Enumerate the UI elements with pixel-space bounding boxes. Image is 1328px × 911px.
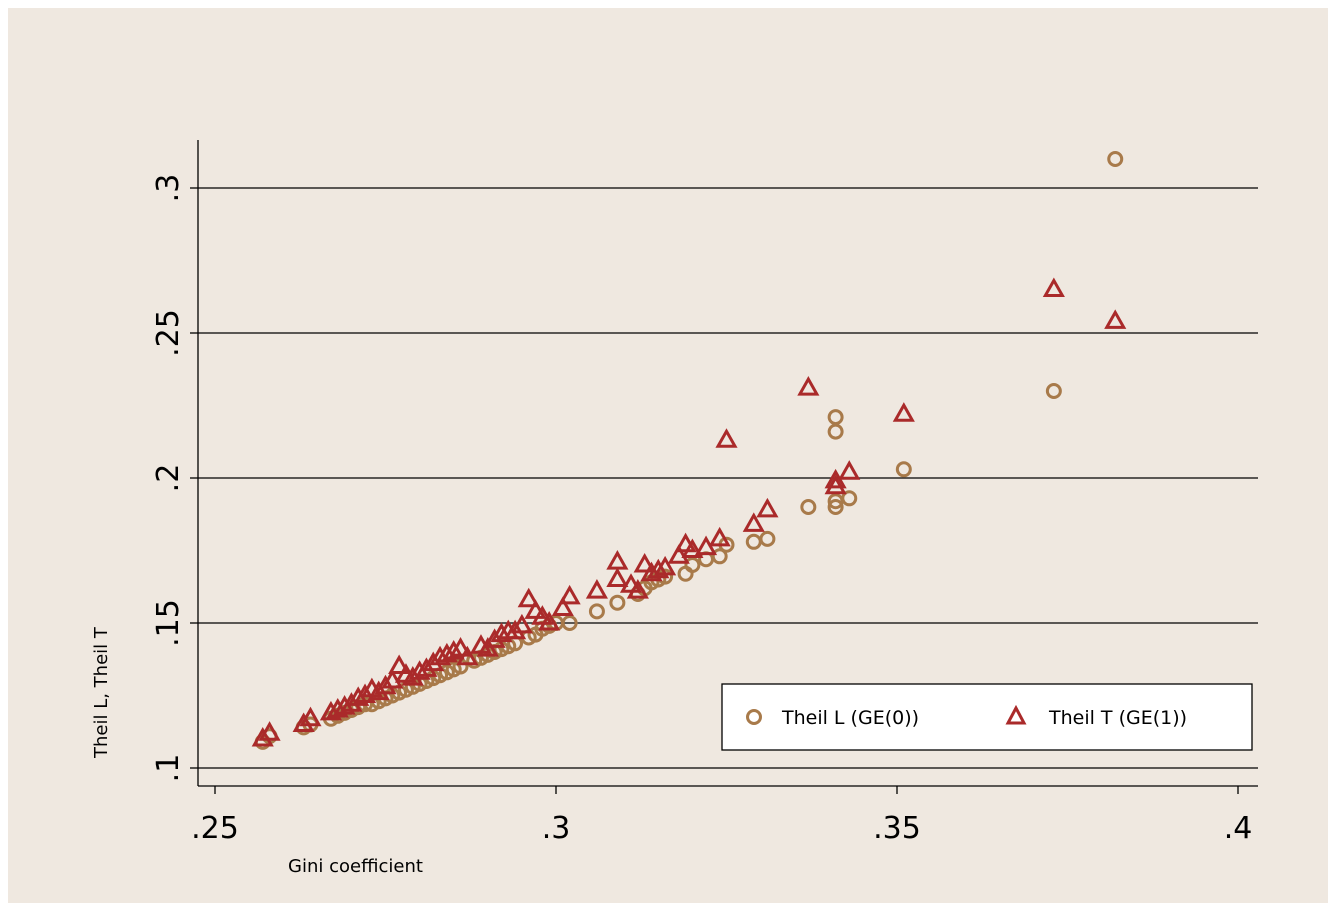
theil-t-point xyxy=(415,657,438,677)
theil-t-point xyxy=(435,642,458,663)
theil-l-point xyxy=(561,615,578,631)
theil-t-point xyxy=(428,645,452,666)
theil-t-point xyxy=(667,544,690,564)
theil-l-point xyxy=(745,533,762,550)
theil-t-point xyxy=(258,721,281,741)
x-tick-label: .25 xyxy=(191,811,239,846)
theil-t-point xyxy=(681,538,704,558)
legend-theil-l-label: Theil L (GE(0)) xyxy=(781,707,919,729)
theil-t-point xyxy=(449,637,472,657)
y-tick-label: .15 xyxy=(151,599,186,647)
theil-t-point xyxy=(367,680,390,701)
theil-t-point xyxy=(551,596,574,616)
theil-t-point xyxy=(353,683,377,703)
theil-l-point xyxy=(895,461,912,478)
theil-t-point xyxy=(640,561,663,582)
theil-t-point xyxy=(538,610,561,631)
theil-t-point xyxy=(374,674,397,695)
theil-t-point xyxy=(251,726,274,747)
legend-theil-t-marker xyxy=(1005,704,1027,725)
theil-t-point xyxy=(1042,277,1065,297)
theil-l-point xyxy=(827,409,844,426)
theil-l-point xyxy=(841,490,858,507)
y-tick-label: .1 xyxy=(151,754,186,783)
ticks: .1 .15 .2 .25 .3 .25 .3 .35 .4 xyxy=(151,174,1252,846)
legend: Theil L (GE(0)) Theil T (GE(1)) xyxy=(721,683,1253,751)
theil-t-point xyxy=(742,512,765,532)
theil-t-point xyxy=(292,712,315,732)
theil-t-point xyxy=(797,376,820,396)
theil-t-point xyxy=(626,579,649,599)
data-points xyxy=(251,151,1127,750)
y-tick-label: .3 xyxy=(151,174,186,203)
theil-t-point xyxy=(838,460,861,480)
y-axis-title: Theil L, Theil T xyxy=(91,626,112,759)
theil-t-point xyxy=(388,654,411,674)
theil-t-point xyxy=(892,402,915,422)
y-tick-label: .25 xyxy=(151,309,186,357)
y-tick-label: .2 xyxy=(151,464,186,493)
gridlines xyxy=(198,187,1258,769)
theil-t-point xyxy=(490,622,513,643)
theil-t-point xyxy=(381,668,404,689)
theil-t-point xyxy=(558,584,581,605)
theil-t-point xyxy=(504,619,527,640)
theil-t-point xyxy=(299,706,322,727)
theil-t-point xyxy=(585,579,608,599)
x-tick-label: .4 xyxy=(1224,811,1253,846)
theil-t-point xyxy=(606,567,629,587)
legend-theil-t-label: Theil T (GE(1)) xyxy=(1048,707,1187,729)
theil-l-point xyxy=(1045,383,1062,399)
theil-l-point xyxy=(609,594,626,611)
theil-t-point xyxy=(654,555,677,576)
theil-t-point xyxy=(442,639,465,660)
legend-box xyxy=(721,683,1253,751)
theil-t-point xyxy=(326,697,349,718)
x-tick-label: .35 xyxy=(873,811,921,846)
theil-t-point xyxy=(715,428,738,448)
axes xyxy=(197,140,1258,787)
x-axis-title: Gini coefficient xyxy=(288,856,423,877)
theil-l-point xyxy=(684,557,701,573)
theil-l-point xyxy=(588,603,605,620)
theil-t-point xyxy=(510,613,533,634)
theil-l-point xyxy=(827,423,844,440)
theil-t-point xyxy=(824,474,847,495)
theil-t-point xyxy=(606,550,629,570)
theil-t-point xyxy=(1104,309,1127,329)
theil-t-point xyxy=(633,552,656,573)
theil-t-point xyxy=(319,700,343,721)
legend-theil-l-marker xyxy=(746,709,762,725)
theil-l-point xyxy=(827,499,844,515)
theil-l-point xyxy=(1107,151,1124,167)
x-tick-label: .3 xyxy=(542,811,571,846)
theil-l-point xyxy=(711,548,728,565)
theil-l-point xyxy=(759,530,776,547)
theil-t-point xyxy=(756,497,779,518)
theil-l-point xyxy=(800,499,817,515)
theil-t-point xyxy=(456,645,479,666)
theil-t-point xyxy=(708,526,731,547)
theil-t-point xyxy=(647,558,670,579)
theil-t-point xyxy=(517,587,540,608)
